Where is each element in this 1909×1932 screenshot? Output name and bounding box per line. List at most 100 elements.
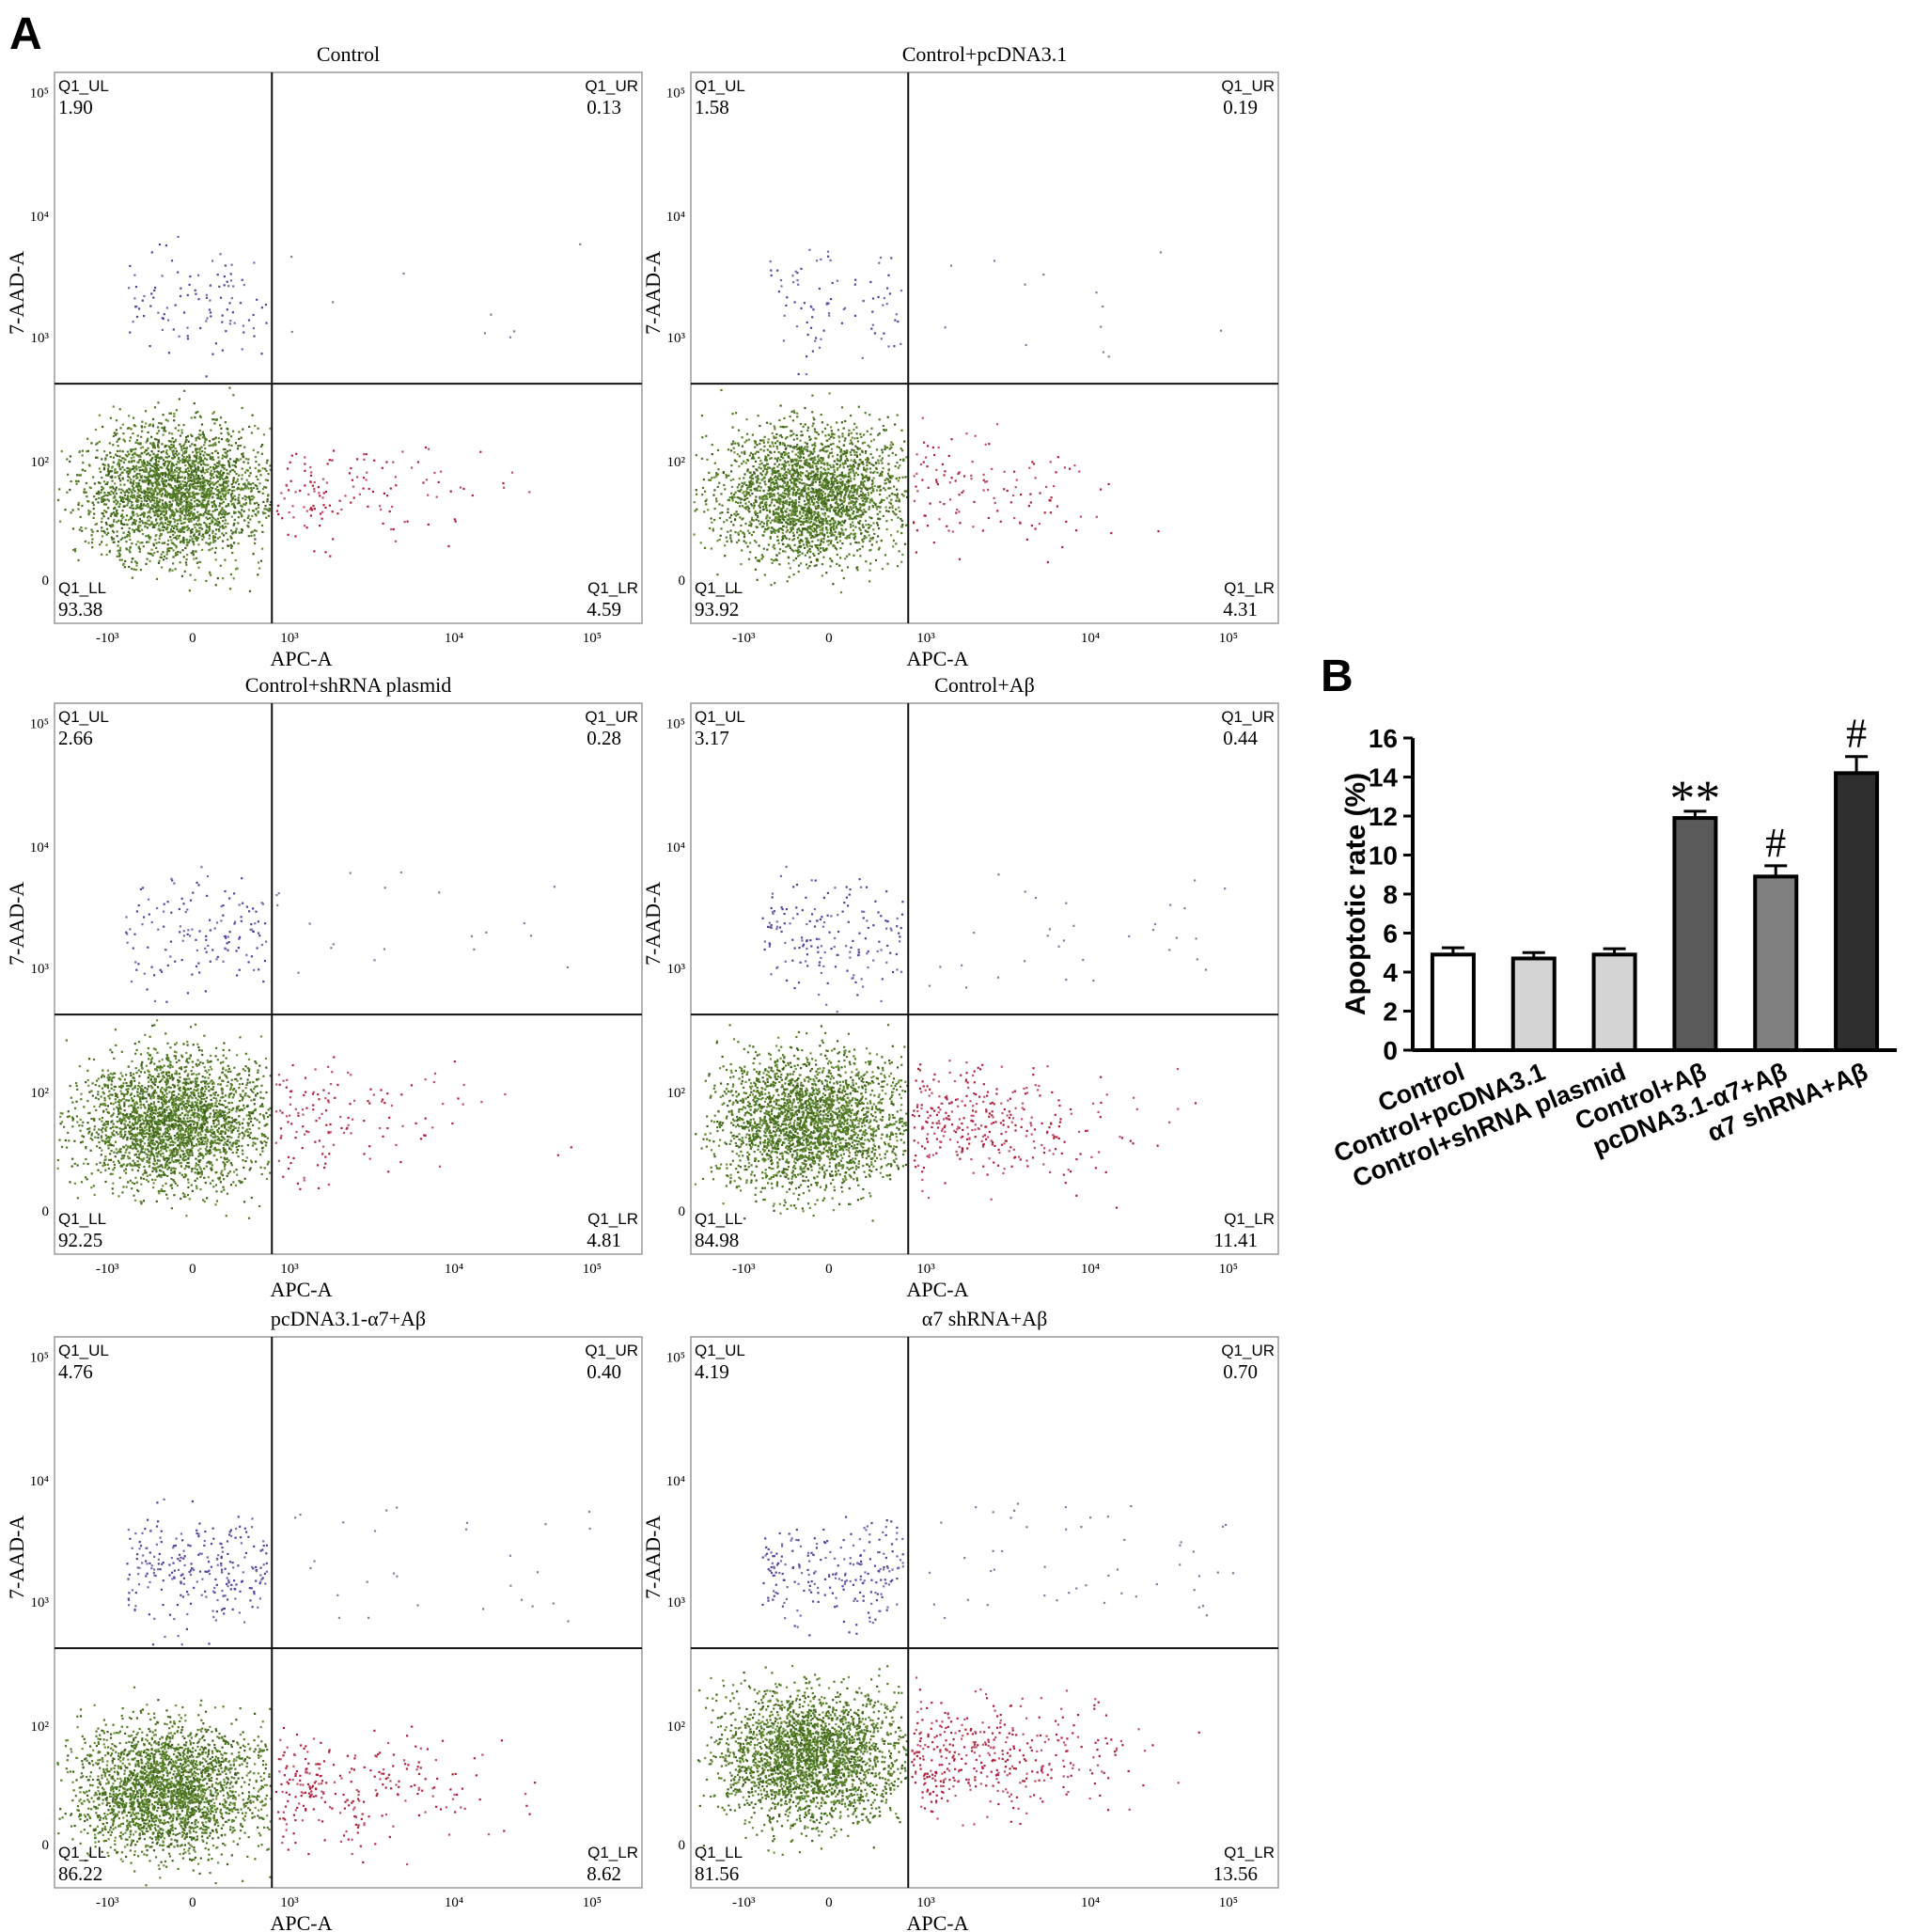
event-dot bbox=[224, 421, 227, 424]
event-dot bbox=[210, 315, 212, 318]
event-dot bbox=[92, 516, 95, 519]
event-dot bbox=[779, 473, 782, 476]
event-dot bbox=[229, 588, 232, 590]
event-dot bbox=[177, 492, 180, 495]
event-dot bbox=[770, 584, 773, 587]
event-dot bbox=[846, 555, 849, 558]
event-dot bbox=[92, 504, 95, 507]
event-dot bbox=[166, 518, 169, 521]
event-dot bbox=[182, 471, 185, 474]
event-dot bbox=[145, 410, 148, 413]
event-dot bbox=[127, 479, 130, 482]
event-dot bbox=[826, 508, 829, 510]
event-dot bbox=[313, 490, 316, 493]
event-dot bbox=[253, 261, 256, 264]
event-dot bbox=[216, 451, 219, 455]
event-dot bbox=[164, 446, 166, 448]
event-dot bbox=[734, 442, 737, 445]
event-dot bbox=[822, 508, 825, 510]
event-dot bbox=[164, 511, 167, 515]
event-dot bbox=[191, 469, 194, 472]
event-dot bbox=[223, 464, 226, 467]
event-dot bbox=[171, 432, 174, 435]
event-dot bbox=[154, 507, 157, 510]
event-dot bbox=[453, 518, 456, 521]
event-dot bbox=[121, 457, 124, 460]
event-dot bbox=[805, 521, 807, 524]
event-dot bbox=[157, 449, 160, 452]
event-dot bbox=[87, 509, 90, 512]
event-dot bbox=[833, 432, 836, 436]
event-dot bbox=[808, 544, 812, 547]
event-dot bbox=[138, 550, 141, 553]
event-dot bbox=[840, 491, 844, 494]
event-dot bbox=[884, 489, 887, 492]
event-dot bbox=[198, 529, 201, 533]
event-dot bbox=[810, 482, 813, 485]
event-dot bbox=[889, 487, 892, 490]
event-dot bbox=[267, 495, 270, 497]
event-dot bbox=[258, 491, 261, 494]
event-dot bbox=[174, 479, 177, 482]
event-dot bbox=[218, 460, 221, 463]
event-dot bbox=[745, 506, 749, 509]
event-dot bbox=[780, 539, 783, 542]
event-dot bbox=[121, 509, 124, 512]
event-dot bbox=[731, 499, 734, 502]
event-dot bbox=[790, 523, 792, 526]
event-dot bbox=[173, 543, 176, 546]
event-dot bbox=[211, 505, 214, 508]
event-dot bbox=[170, 528, 173, 531]
event-dot bbox=[192, 550, 195, 553]
event-dot bbox=[169, 478, 172, 480]
event-dot bbox=[776, 539, 779, 542]
event-dot bbox=[158, 457, 161, 460]
event-dot bbox=[203, 522, 206, 525]
event-dot bbox=[883, 499, 885, 502]
event-dot bbox=[194, 526, 196, 529]
event-dot bbox=[895, 499, 898, 502]
event-dot bbox=[145, 504, 148, 507]
event-dot bbox=[105, 523, 108, 526]
event-dot bbox=[138, 473, 141, 476]
event-dot bbox=[170, 443, 173, 446]
event-dot bbox=[147, 494, 149, 496]
event-dot bbox=[123, 566, 126, 569]
event-dot bbox=[790, 446, 792, 448]
event-dot bbox=[850, 453, 853, 456]
event-dot bbox=[249, 498, 252, 501]
event-dot bbox=[225, 505, 227, 508]
event-dot bbox=[730, 492, 733, 495]
event-dot bbox=[160, 533, 163, 536]
event-dot bbox=[79, 515, 82, 518]
event-dot bbox=[154, 519, 158, 522]
event-dot bbox=[91, 530, 94, 533]
event-dot bbox=[105, 510, 108, 513]
event-dot bbox=[829, 558, 832, 560]
event-dot bbox=[87, 500, 90, 503]
event-dot bbox=[181, 522, 184, 525]
event-dot bbox=[762, 464, 765, 467]
event-dot bbox=[830, 482, 834, 485]
event-dot bbox=[243, 471, 247, 474]
event-dot bbox=[152, 544, 155, 547]
event-dot bbox=[715, 500, 718, 503]
event-dot bbox=[759, 448, 762, 451]
event-dot bbox=[102, 529, 105, 533]
event-dot bbox=[211, 547, 214, 550]
event-dot bbox=[281, 517, 284, 520]
event-dot bbox=[156, 456, 159, 459]
event-dot bbox=[225, 497, 227, 501]
event-dot bbox=[257, 506, 259, 509]
event-dot bbox=[759, 467, 762, 470]
event-dot bbox=[827, 445, 830, 448]
event-dot bbox=[205, 495, 208, 497]
event-dot bbox=[164, 456, 167, 459]
event-dot bbox=[897, 479, 900, 482]
event-dot bbox=[798, 542, 801, 544]
event-dot bbox=[853, 448, 855, 452]
event-dot bbox=[762, 439, 765, 442]
event-dot bbox=[176, 503, 179, 506]
event-dot bbox=[197, 543, 200, 546]
event-dot bbox=[254, 484, 257, 487]
